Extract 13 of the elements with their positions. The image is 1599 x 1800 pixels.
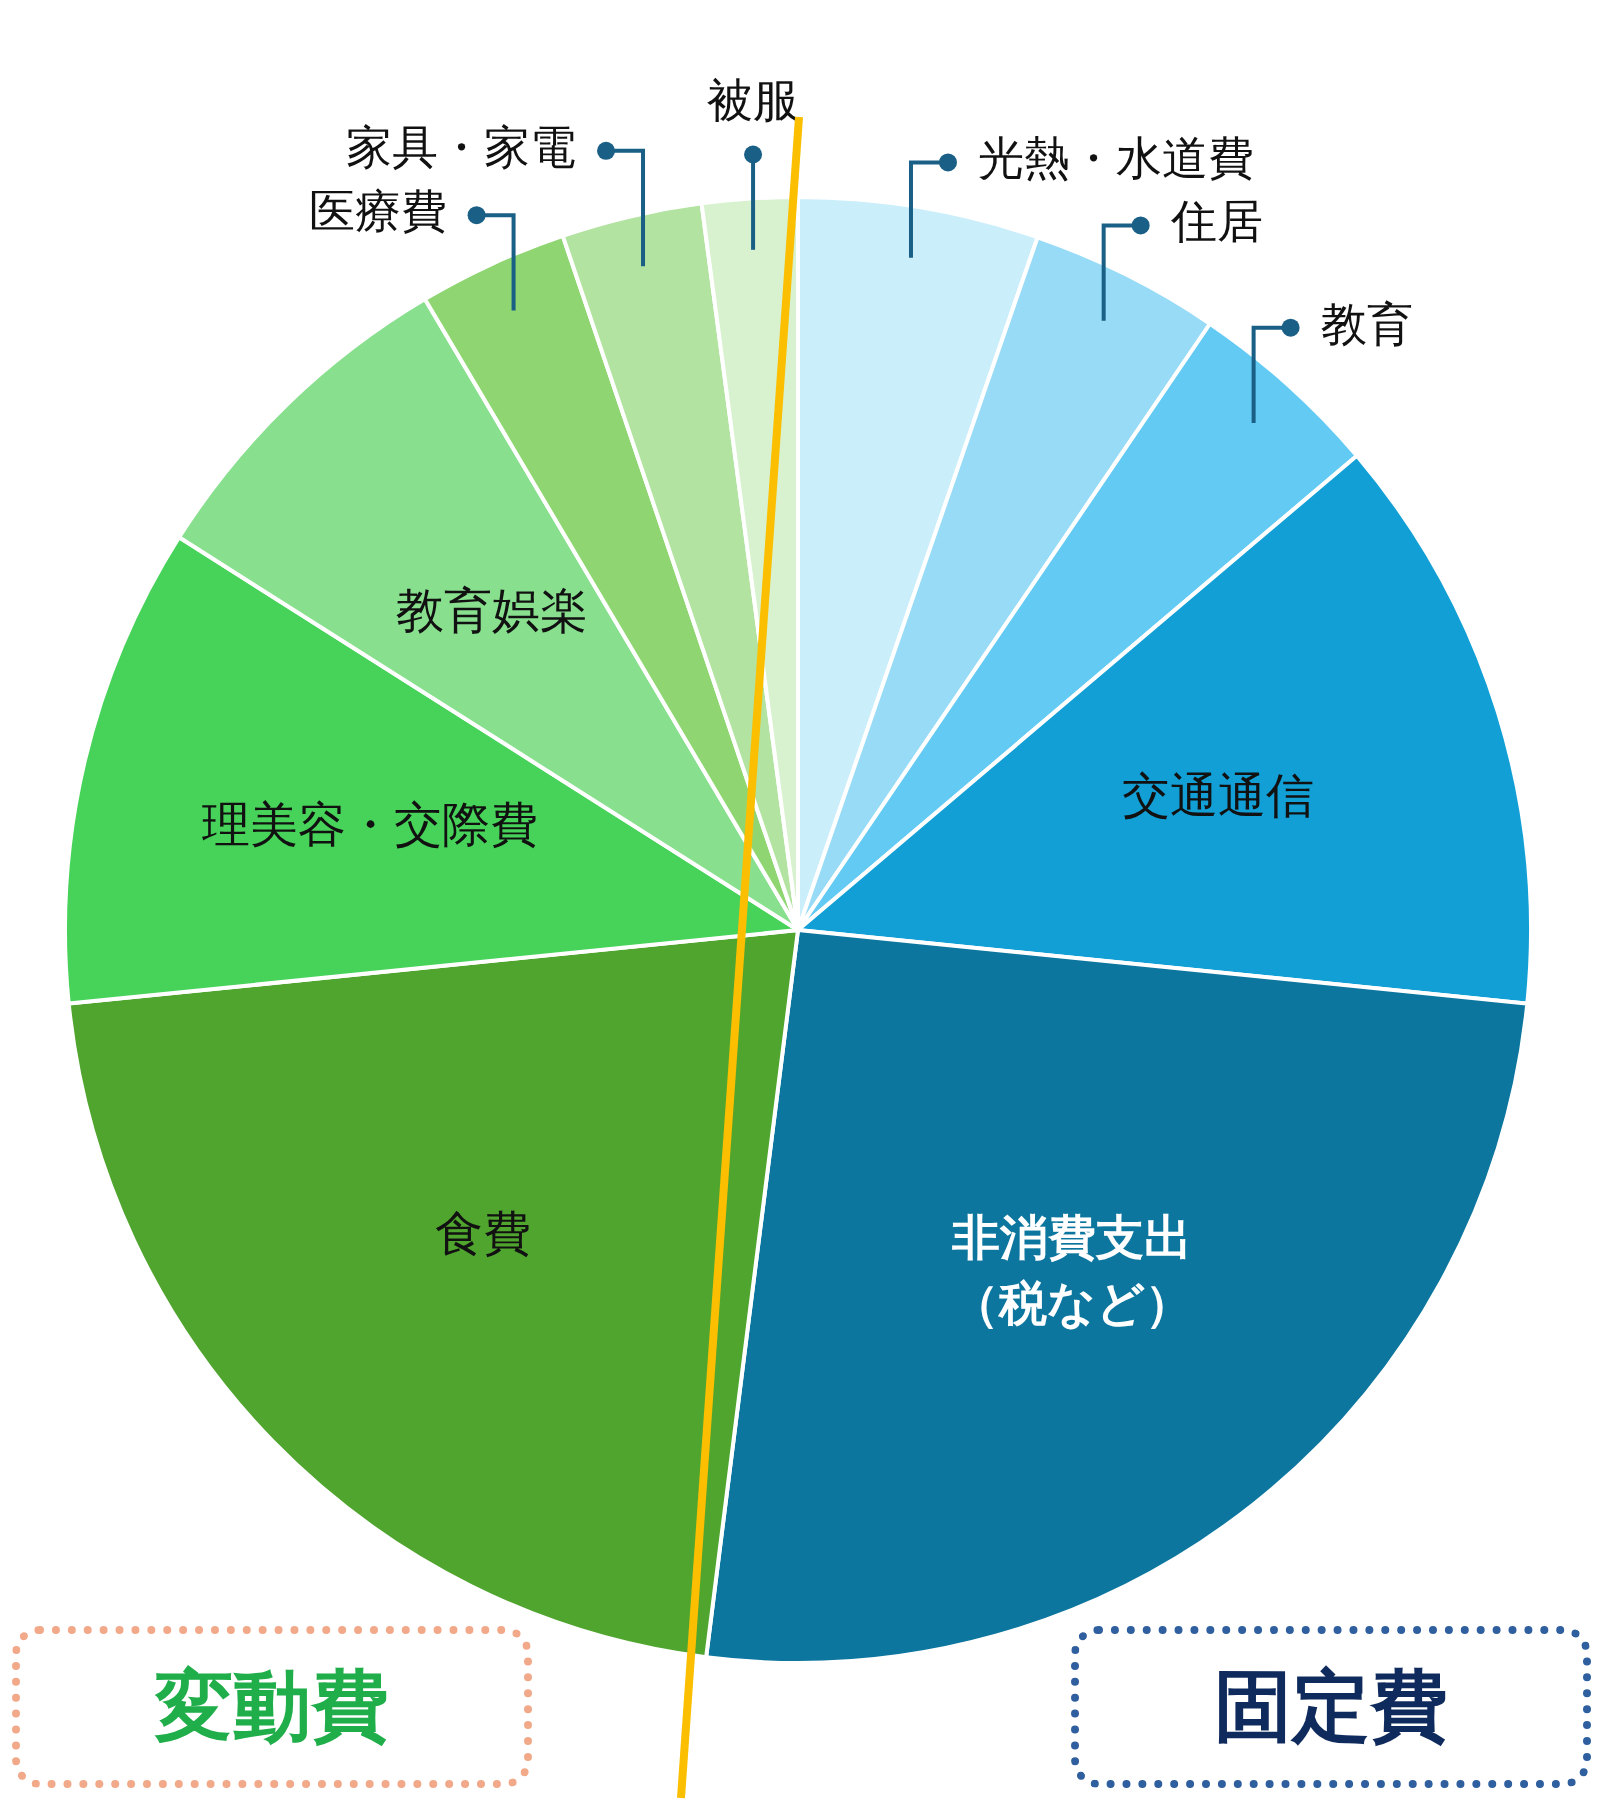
slice-label: 光熱・水道費 — [977, 131, 1254, 186]
slice-label: 非消費支出（税など） — [950, 1208, 1193, 1331]
slice-label: 交通通信 — [1121, 766, 1314, 823]
slice-label: 家具・家電 — [346, 119, 577, 174]
text: 固定費 — [1071, 1626, 1591, 1788]
slice-label: 被服 — [707, 73, 800, 128]
slice-label: 理美容・交際費 — [202, 796, 539, 853]
slice-label: 住居 — [1169, 194, 1263, 249]
text: 変動費 — [12, 1626, 532, 1788]
slice-label: 医療費 — [308, 184, 447, 239]
slice-label: 教育 — [1320, 296, 1413, 351]
slice-label: 食費 — [435, 1204, 532, 1261]
slice-label: 教育娯楽 — [395, 581, 588, 638]
